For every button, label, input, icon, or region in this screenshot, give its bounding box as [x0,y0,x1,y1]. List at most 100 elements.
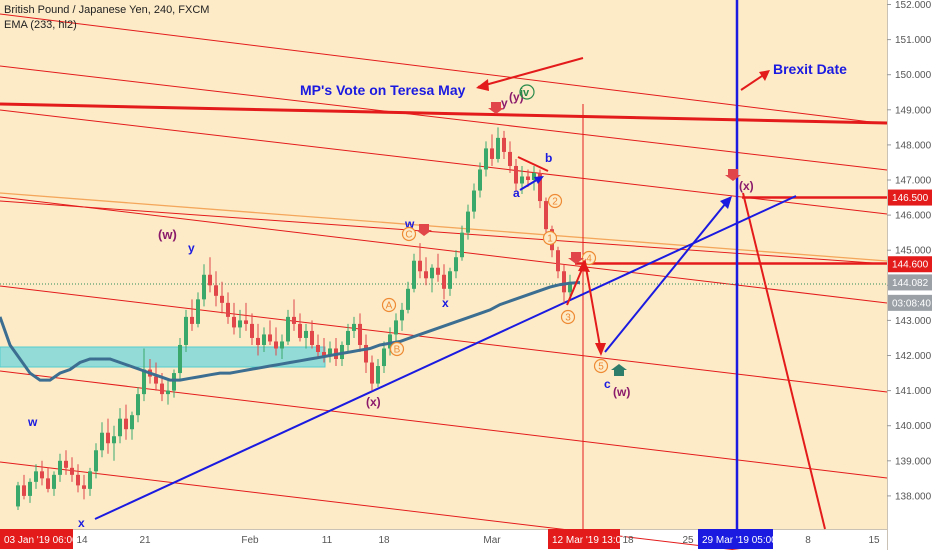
up-arrow-marker [611,364,627,376]
y-tick-label: 139.000 [895,456,932,467]
candle-body [46,478,50,489]
price-label-box [888,189,932,206]
time-axis[interactable] [0,529,887,550]
candle-body [400,309,404,321]
x-time-marker-label: 29 Mar '19 05:00 [702,535,777,546]
candle-body [556,250,560,272]
candle-body [76,474,80,486]
price-label-box [888,294,932,311]
candle-body [274,341,278,349]
candle-body [532,172,536,180]
wave-label: (w) [158,227,177,242]
x-time-marker [698,529,773,549]
candle-body [64,460,68,468]
wave-label: c [604,377,611,391]
y-axis-labels: 138.000 139.000 140.000 141.000 142.000 143.0… [887,0,932,502]
candle-body [364,344,368,363]
candle-body [370,362,374,384]
down-arrow-marker [488,102,504,114]
candle-body [220,295,224,303]
x-tick-label: 8 [805,535,811,546]
y-tick-label: 151.000 [895,35,932,46]
circled-wave-marker [401,226,417,242]
candle-body [130,415,134,430]
candle-body [100,432,104,451]
circled-wave-label: 2 [552,197,558,208]
candle-body [250,323,254,338]
mp-vote-arrowhead [476,79,489,91]
candle-body [376,366,380,384]
candle-body [568,281,572,293]
wave-b-line [517,156,549,172]
symbol-title: British Pound / Japanese Yen, 240, FXCM [4,4,210,16]
candle-body [286,316,290,342]
channel-line [0,200,888,265]
channel-line [0,109,888,215]
candle-body [52,474,56,489]
candle-body [88,471,92,489]
down-arrow-marker [416,224,432,236]
candle-body [208,274,212,286]
channel-line [0,461,741,550]
mp-vote-label: MP's Vote on Teresa May [300,82,466,98]
candle-body [22,485,26,496]
circled-wave-marker [560,309,576,325]
down-arrow-marker [725,169,741,181]
candle-body [280,341,284,349]
y-tick-label: 138.000 [895,491,932,502]
candle-body [34,471,38,482]
projection-arrowhead-blue [720,196,732,209]
y-tick-label: 142.000 [895,351,932,362]
circled-wave-label: B [394,345,401,356]
wave-label: y [188,241,195,255]
candle-body [472,190,476,212]
price-label-text: 144.600 [892,260,929,271]
wave-label: b [545,151,552,165]
x-tick-label: 18 [378,535,390,546]
y-tick-label: 150.000 [895,70,932,81]
candle-body [322,351,326,356]
y-tick-label: 152.000 [895,0,932,11]
mp-vote-arrow [477,57,584,88]
candle-body [292,316,296,324]
candle-body [178,344,182,374]
candle-body [142,369,146,395]
candle-body [70,467,74,475]
brexit-arrowhead [759,70,770,81]
projection-arrowhead-red-up [578,260,590,272]
candle-body [478,169,482,191]
candle-body [304,330,308,338]
channel-line [0,196,888,304]
candle-body [448,271,452,289]
candle-body [388,334,392,349]
x-time-marker-label: 03 Jan '19 06:00 [4,535,78,546]
y-tick-label: 149.000 [895,105,932,116]
x-tick-label: Mar [483,535,501,546]
candle-body [454,257,458,272]
circled-wave-marker [542,230,558,246]
circled-wave-marker [381,297,397,313]
wave-label: x [442,296,449,310]
annotations: MP's Vote on Teresa May Brexit Date (w) y w x… [27,57,847,530]
candle-body [526,176,530,180]
y-tick-label: 145.000 [895,246,932,257]
candle-body [238,320,242,328]
circled-wave-label: 5 [598,362,604,373]
projection-path-red [566,258,602,353]
candle-body [268,334,272,342]
candle-body [118,418,122,437]
candle-body [460,232,464,258]
wave-label: (w) [613,385,630,399]
candle-body [382,348,386,367]
x-time-marker [0,529,73,549]
ema-233-line [0,281,581,382]
candle-body [226,302,230,317]
candle-body [358,323,362,345]
candle-body [562,271,566,293]
candle-body [202,274,206,300]
circled-wave-label: 4 [586,254,592,265]
y-tick-label: 141.000 [895,386,932,397]
candle-body [184,316,188,345]
